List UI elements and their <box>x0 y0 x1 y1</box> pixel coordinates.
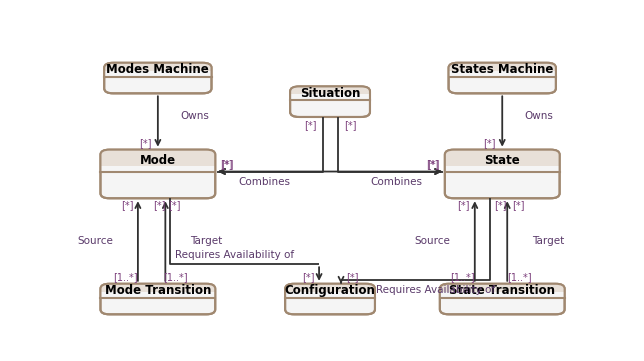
Bar <box>449 70 556 77</box>
Text: [*]: [*] <box>428 160 440 170</box>
Text: Target: Target <box>191 236 223 246</box>
Text: Modes Machine: Modes Machine <box>106 63 209 76</box>
FancyBboxPatch shape <box>100 284 215 314</box>
FancyBboxPatch shape <box>290 86 370 117</box>
Text: Combines: Combines <box>370 177 422 187</box>
Text: State Transition: State Transition <box>450 284 555 297</box>
FancyBboxPatch shape <box>285 284 375 297</box>
Text: [1..*]: [1..*] <box>163 272 187 282</box>
Text: [*]: [*] <box>304 120 316 130</box>
FancyBboxPatch shape <box>104 63 211 77</box>
Text: Owns: Owns <box>525 111 554 121</box>
FancyBboxPatch shape <box>440 284 565 314</box>
Text: [*]: [*] <box>139 138 151 148</box>
FancyBboxPatch shape <box>104 63 211 93</box>
Bar <box>445 166 560 171</box>
Text: [*]: [*] <box>457 200 470 210</box>
Text: [*]: [*] <box>220 160 232 170</box>
FancyBboxPatch shape <box>440 284 565 297</box>
Bar <box>104 70 211 77</box>
Bar <box>100 292 215 297</box>
Text: State: State <box>484 154 520 167</box>
Text: [*]: [*] <box>120 200 133 210</box>
Bar <box>285 292 375 297</box>
Text: Target: Target <box>532 236 564 246</box>
Text: [*]: [*] <box>484 138 496 148</box>
Text: [1..*]: [1..*] <box>507 272 532 282</box>
FancyBboxPatch shape <box>285 284 375 314</box>
FancyBboxPatch shape <box>100 150 215 198</box>
FancyBboxPatch shape <box>100 284 215 297</box>
Bar <box>100 166 215 171</box>
Bar <box>440 292 565 297</box>
Text: [*]: [*] <box>426 160 439 170</box>
Text: Requires Availability of: Requires Availability of <box>175 251 294 260</box>
FancyBboxPatch shape <box>100 150 215 171</box>
FancyBboxPatch shape <box>449 63 556 93</box>
Text: [*]: [*] <box>344 120 356 130</box>
Text: Source: Source <box>414 236 450 246</box>
Text: [*]: [*] <box>512 200 524 210</box>
Text: Situation: Situation <box>300 87 360 100</box>
Text: Mode Transition: Mode Transition <box>105 284 211 297</box>
Text: [*]: [*] <box>153 200 166 210</box>
Text: States Machine: States Machine <box>451 63 553 76</box>
Text: [1..*]: [1..*] <box>113 272 138 282</box>
Text: Configuration: Configuration <box>285 284 375 297</box>
FancyBboxPatch shape <box>445 150 560 171</box>
Text: [*]: [*] <box>346 272 358 282</box>
Text: [1..*]: [1..*] <box>450 272 475 282</box>
Text: Requires Availability of: Requires Availability of <box>376 285 495 295</box>
Text: Source: Source <box>77 236 113 246</box>
FancyBboxPatch shape <box>445 150 560 198</box>
Text: Mode: Mode <box>140 154 176 167</box>
Text: Owns: Owns <box>180 111 209 121</box>
Text: [*]: [*] <box>495 200 507 210</box>
Bar <box>290 94 370 100</box>
Text: Combines: Combines <box>238 177 290 187</box>
FancyBboxPatch shape <box>290 86 370 100</box>
Text: [*]: [*] <box>222 160 234 170</box>
FancyBboxPatch shape <box>449 63 556 77</box>
Text: [*]: [*] <box>168 200 180 210</box>
Text: [*]: [*] <box>302 272 314 282</box>
